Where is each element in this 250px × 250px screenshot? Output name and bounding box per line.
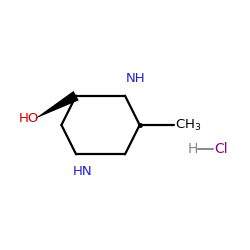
Text: HO: HO [19,112,39,126]
Text: HN: HN [72,165,92,178]
Text: Cl: Cl [214,142,228,156]
Polygon shape [34,91,79,119]
Text: CH$_3$: CH$_3$ [175,118,202,132]
Text: NH: NH [126,72,146,85]
Text: H: H [188,142,198,156]
